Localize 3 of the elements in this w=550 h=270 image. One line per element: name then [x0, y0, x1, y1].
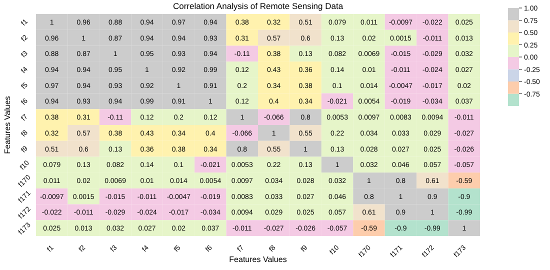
chart-title: Correlation Analysis of Remote Sensing Data [172, 1, 344, 11]
y-axis-title: Features Values [3, 96, 12, 154]
x-axis-title: Features Values [229, 255, 287, 264]
